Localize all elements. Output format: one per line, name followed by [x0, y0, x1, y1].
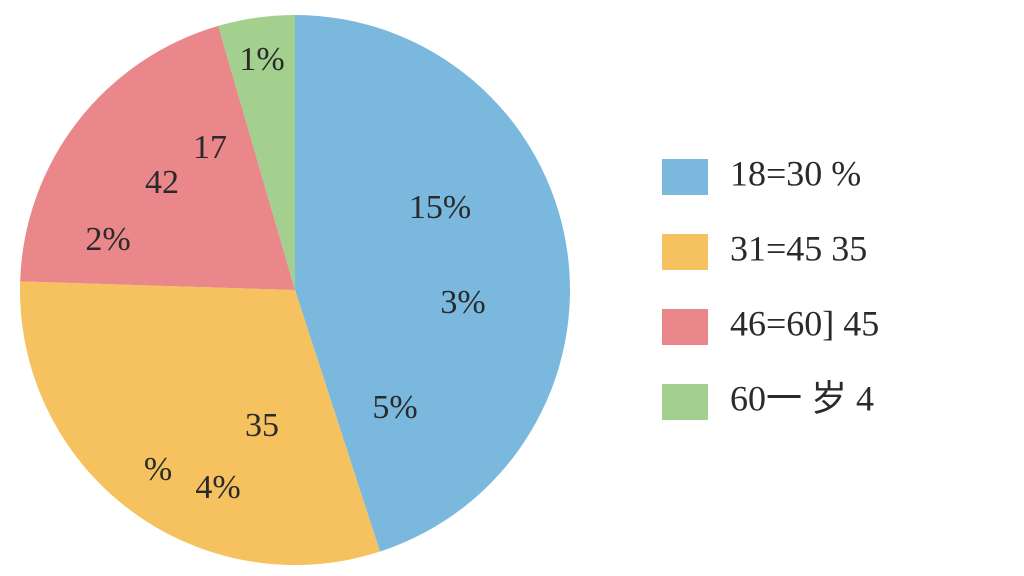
- legend-swatch: [662, 159, 708, 195]
- slice-label: 3%: [440, 284, 485, 321]
- legend-label: 46=60] 45: [730, 303, 879, 343]
- legend-swatch: [662, 309, 708, 345]
- slice-label: 35: [245, 407, 279, 444]
- pie-slice: [20, 281, 380, 565]
- pie-slice: [295, 15, 570, 552]
- pie-slice: [218, 14, 295, 290]
- legend-label: 60一 岁 4: [730, 378, 874, 418]
- legend-label: 31=45 35: [730, 228, 867, 268]
- legend-swatch: [662, 384, 708, 420]
- slice-label: %: [144, 451, 172, 488]
- legend-label: 18=30 %: [730, 153, 861, 193]
- slice-label: 4%: [195, 469, 240, 506]
- slice-label: 17: [193, 129, 227, 166]
- pie-slice: [20, 25, 296, 290]
- slice-label: 1%: [239, 41, 284, 78]
- slice-label: 15%: [409, 189, 471, 226]
- slice-label: 2%: [85, 221, 130, 258]
- slice-label: 42: [145, 164, 179, 201]
- slice-label: 5%: [372, 389, 417, 426]
- legend-swatch: [662, 234, 708, 270]
